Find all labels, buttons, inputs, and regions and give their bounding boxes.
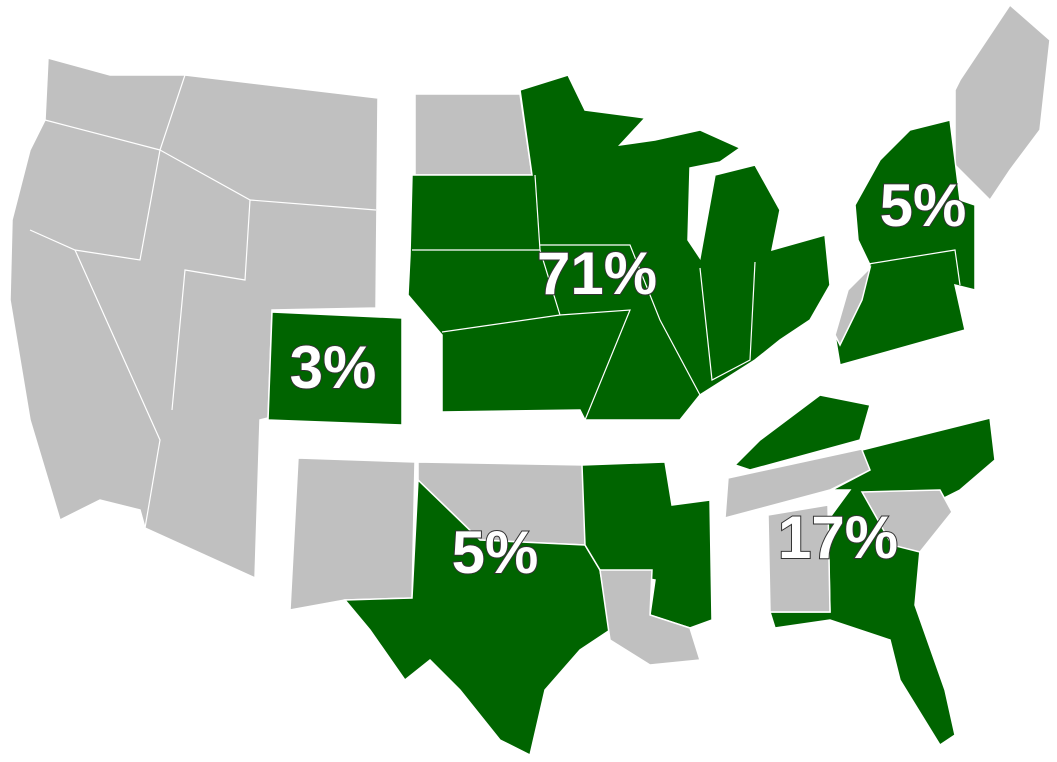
region-label: 17%	[778, 504, 898, 571]
kentucky	[733, 394, 871, 471]
new-mexico	[289, 457, 416, 611]
region-label: 5%	[880, 172, 967, 239]
mid-atlantic-states	[834, 119, 976, 366]
state-border	[540, 244, 701, 396]
state-border	[412, 249, 561, 333]
state-border	[249, 199, 377, 211]
new-england	[954, 3, 1051, 202]
region-label: 3%	[290, 334, 377, 401]
state-border	[699, 261, 756, 381]
state-border	[559, 309, 631, 421]
north-dakota	[414, 93, 533, 176]
state-border	[861, 249, 961, 286]
region-label: 5%	[452, 519, 539, 586]
colorado	[267, 311, 403, 426]
midwest-states	[407, 74, 831, 421]
state-border	[29, 119, 161, 261]
south-carolina	[860, 489, 953, 553]
region-label: 71%	[537, 240, 657, 307]
state-border	[159, 74, 251, 411]
state-border	[534, 174, 541, 251]
alabama	[767, 504, 831, 613]
state-border	[74, 249, 161, 529]
louisiana	[599, 569, 701, 666]
west-virginia	[834, 265, 872, 347]
